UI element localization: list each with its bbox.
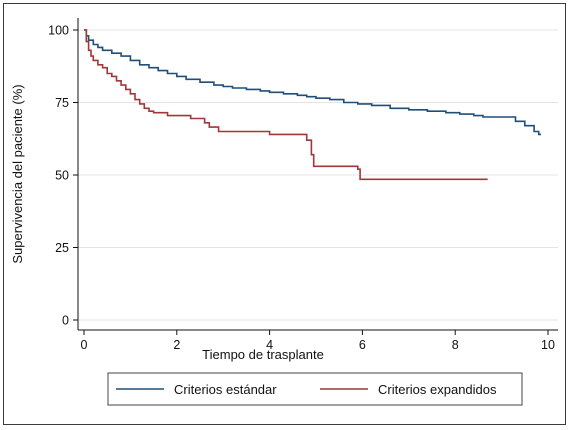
legend-label-expandidos: Criterios expandidos — [378, 382, 497, 397]
chart-frame: 0 25 50 75 100 0 2 4 6 8 10 Tiempo de trasplante … — [3, 3, 566, 425]
x-tick-label-2: 2 — [173, 338, 180, 352]
series-line-1 — [84, 29, 541, 136]
y-tick-label-50: 50 — [55, 169, 69, 183]
x-tick-label-8: 8 — [452, 338, 459, 352]
gridlines — [78, 29, 558, 321]
y-axis-ticks: 0 25 50 75 100 — [48, 24, 78, 328]
series-lines — [84, 29, 541, 181]
x-axis-ticks: 0 2 4 6 8 10 — [81, 330, 555, 352]
legend-label-estandar: Criterios estándar — [174, 382, 277, 397]
y-tick-label-25: 25 — [55, 241, 69, 255]
legend-box — [107, 372, 523, 406]
series-line-2 — [84, 29, 488, 181]
y-tick-label-75: 75 — [55, 96, 69, 110]
axes — [77, 18, 558, 331]
x-tick-label-0: 0 — [81, 338, 88, 352]
y-tick-label-100: 100 — [48, 24, 69, 38]
y-axis-title: Supervivencia del paciente (%) — [10, 84, 25, 263]
plot-area — [78, 18, 558, 330]
x-axis-title: Tiempo de trasplante — [202, 347, 324, 362]
legend: Criterios estándar Criterios expandidos — [107, 372, 523, 406]
y-tick-label-0: 0 — [62, 314, 69, 328]
x-tick-label-6: 6 — [359, 338, 366, 352]
x-tick-label-10: 10 — [541, 338, 555, 352]
x-tick-label-4: 4 — [266, 338, 273, 352]
